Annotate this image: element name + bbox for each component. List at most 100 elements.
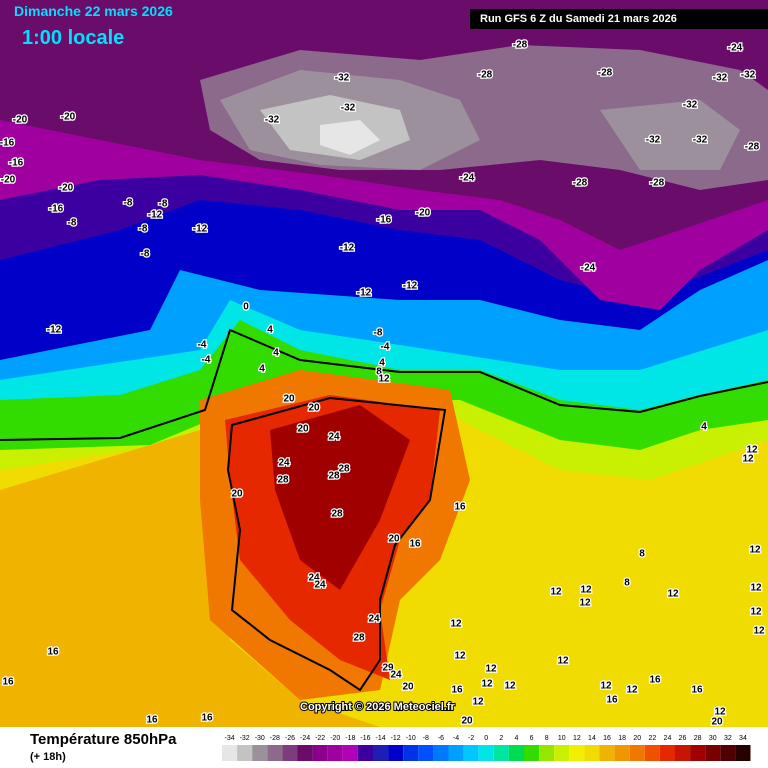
contour-label: 24 bbox=[390, 670, 402, 681]
isotherms bbox=[0, 328, 768, 692]
contour-label: 12 bbox=[742, 454, 754, 465]
contour-label: 12 bbox=[485, 664, 497, 675]
scale-label: -32 bbox=[240, 735, 250, 742]
contour-label: -20 bbox=[416, 208, 431, 219]
contour-label: 8 bbox=[639, 549, 645, 560]
field bbox=[270, 405, 410, 590]
scale-cell bbox=[373, 745, 389, 761]
contour-label: 20 bbox=[231, 489, 243, 500]
scale-label: -28 bbox=[270, 735, 280, 742]
scale-cell bbox=[282, 745, 298, 761]
contour-label: 16 bbox=[2, 677, 14, 688]
contour-label: 20 bbox=[388, 534, 400, 545]
scale-label: -2 bbox=[468, 735, 474, 742]
contour-label: 12 bbox=[450, 619, 462, 630]
contour-label: 20 bbox=[402, 682, 414, 693]
scale-cell bbox=[342, 745, 358, 761]
scale-cell bbox=[448, 745, 464, 761]
scale-label: -10 bbox=[406, 735, 416, 742]
field bbox=[320, 120, 380, 155]
contour-label: 16 bbox=[409, 539, 421, 550]
scale-label: -12 bbox=[391, 735, 401, 742]
scale-label: -8 bbox=[423, 735, 429, 742]
contour-label: 4 bbox=[379, 358, 385, 369]
scale-label: -6 bbox=[438, 735, 444, 742]
contour-label: 20 bbox=[283, 394, 295, 405]
scale-cell bbox=[539, 745, 555, 761]
scale-label: 20 bbox=[633, 735, 641, 742]
contour-label: 4 bbox=[273, 348, 279, 359]
contour-label: -8 bbox=[139, 224, 148, 235]
contour-label: 16 bbox=[201, 713, 213, 724]
scale-cell bbox=[720, 745, 736, 761]
contour-label: 20 bbox=[308, 403, 320, 414]
contour-label: 16 bbox=[146, 715, 158, 726]
contour-label: 12 bbox=[454, 651, 466, 662]
scale-cell bbox=[599, 745, 615, 761]
contour-label: -8 bbox=[159, 199, 168, 210]
contour-label: 12 bbox=[750, 607, 762, 618]
contour-label: 16 bbox=[451, 685, 463, 696]
run: Run GFS 6 Z du Samedi 21 mars 2026 bbox=[480, 13, 677, 25]
contour-label: 12 bbox=[481, 679, 493, 690]
contour-label: -28 bbox=[745, 142, 760, 153]
contour-label: -24 bbox=[728, 43, 743, 54]
contour-label: -32 bbox=[265, 115, 280, 126]
contour-label: -32 bbox=[341, 103, 356, 114]
contour-label: 16 bbox=[649, 675, 661, 686]
scale-label: 0 bbox=[484, 735, 488, 742]
contour-label: 12 bbox=[579, 598, 591, 609]
scale-label: 10 bbox=[558, 735, 566, 742]
contour-label: -12 bbox=[340, 243, 355, 254]
color-scale: -34 -32 -30 -28 -26 -24 -22 -20 -18 -16 -14 -12 -10-… bbox=[222, 735, 751, 761]
scale-label: -22 bbox=[315, 735, 325, 742]
scale-label: 22 bbox=[648, 735, 656, 742]
scale-label: 8 bbox=[545, 735, 549, 742]
contour-label: -32 bbox=[713, 73, 728, 84]
scale-cell bbox=[554, 745, 570, 761]
scale-cell bbox=[524, 745, 540, 761]
contour-labels: -28 -24 -32 -28 -28 -32 -32 -32 -32 -32 -32 -32 -28 -… bbox=[0, 38, 766, 729]
scale-cell bbox=[675, 745, 691, 761]
scale-label: -30 bbox=[255, 735, 265, 742]
scale-label: 26 bbox=[679, 735, 687, 742]
scale-cell bbox=[659, 745, 675, 761]
contour-label: 4 bbox=[701, 422, 707, 433]
contour-label: 12 bbox=[714, 707, 726, 718]
contour-label: 12 bbox=[472, 697, 484, 708]
contour-label: 24 bbox=[314, 580, 326, 591]
contour-label: -12 bbox=[148, 210, 163, 221]
contour-label: 12 bbox=[750, 583, 762, 594]
contour-label: 28 bbox=[338, 464, 350, 475]
contour-label: 8 bbox=[624, 578, 630, 589]
contour-label: -20 bbox=[1, 175, 16, 186]
contour-label: 4 bbox=[267, 325, 273, 336]
contour-label: -24 bbox=[581, 263, 596, 274]
contour-label: -4 bbox=[202, 355, 211, 366]
contour-label: -32 bbox=[646, 135, 661, 146]
contour-label: 12 bbox=[580, 585, 592, 596]
scale-label: 28 bbox=[694, 735, 702, 742]
scale-cell bbox=[418, 745, 434, 761]
contour-label: 24 bbox=[278, 458, 290, 469]
contour-label: 28 bbox=[331, 509, 343, 520]
scale-cell bbox=[267, 745, 283, 761]
scale-cell bbox=[403, 745, 419, 761]
contour-label: -32 bbox=[335, 73, 350, 84]
contour-label: -16 bbox=[0, 138, 15, 149]
scale-cell bbox=[327, 745, 343, 761]
contour-label: -28 bbox=[650, 178, 665, 189]
isotherm-20 bbox=[226, 396, 447, 692]
contour-label: -32 bbox=[683, 100, 698, 111]
scale-label: 30 bbox=[709, 735, 717, 742]
contour-label: 4 bbox=[259, 364, 265, 375]
contour-label: 24 bbox=[368, 614, 380, 625]
scale-label: 2 bbox=[499, 735, 503, 742]
scale-cell bbox=[735, 745, 751, 761]
date: Dimanche 22 mars 2026 bbox=[14, 3, 173, 19]
scale-cell bbox=[222, 745, 238, 761]
contour-label: 16 bbox=[47, 647, 59, 658]
contour-label: -12 bbox=[357, 288, 372, 299]
